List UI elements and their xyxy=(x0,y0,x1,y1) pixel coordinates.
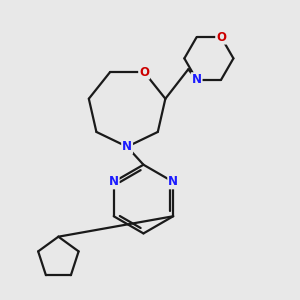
Text: N: N xyxy=(122,140,132,153)
Text: O: O xyxy=(216,31,226,44)
Text: N: N xyxy=(168,176,178,188)
Text: N: N xyxy=(192,73,202,86)
Text: O: O xyxy=(139,66,149,79)
Text: N: N xyxy=(109,176,119,188)
